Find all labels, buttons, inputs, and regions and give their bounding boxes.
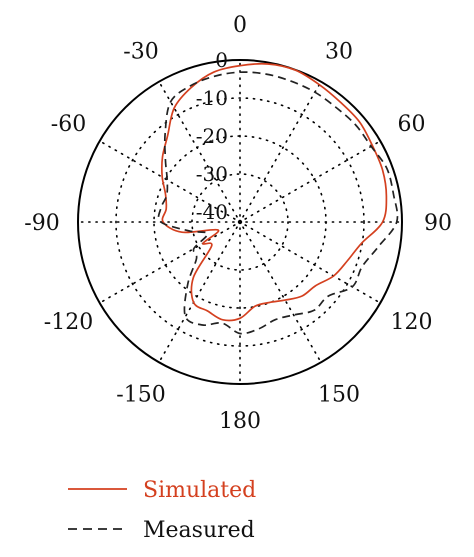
legend: Simulated Measured <box>68 478 256 543</box>
center-dot <box>237 219 243 225</box>
angle-tick-label: -150 <box>116 383 165 408</box>
angle-tick-label: 180 <box>219 409 261 434</box>
angle-tick-label: 30 <box>325 40 353 65</box>
radial-tick-label: 0 <box>215 48 228 72</box>
outer-ring <box>77 59 403 385</box>
series-line-measured <box>157 71 399 335</box>
series-line-simulated <box>160 62 388 322</box>
angle-tick-label: -60 <box>51 112 86 137</box>
grid-spoke <box>244 224 380 303</box>
angle-tick-label: 60 <box>398 112 426 137</box>
angle-tick-label: 0 <box>233 13 247 38</box>
radial-tick-label: -30 <box>196 162 228 186</box>
grid-circle <box>115 97 365 347</box>
radial-tick-label: -40 <box>196 200 228 224</box>
grid-spoke <box>242 226 321 362</box>
angle-tick-label: 120 <box>391 310 433 335</box>
legend-label-simulated: Simulated <box>143 478 256 503</box>
angle-tick-label: 90 <box>424 211 452 236</box>
tick-labels: 0 30 60 90 120 150 180 -150 -120 -90 -60 -30 0 -10 -20… <box>24 13 452 434</box>
radial-tick-label: -20 <box>196 124 228 148</box>
radial-tick-label: -10 <box>196 86 228 110</box>
grid-spoke <box>159 226 238 362</box>
angle-tick-label: -90 <box>24 211 59 236</box>
angle-tick-label: -120 <box>44 310 93 335</box>
series-layer <box>157 62 399 335</box>
polar-grid <box>79 61 401 383</box>
grid-circle <box>191 173 289 271</box>
angle-tick-label: 150 <box>318 383 360 408</box>
legend-label-measured: Measured <box>143 518 255 543</box>
angle-tick-label: -30 <box>123 40 158 65</box>
